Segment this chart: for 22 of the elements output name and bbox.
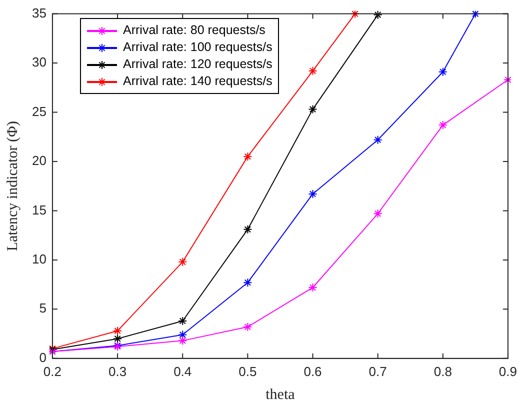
x-tick-label: 0.3 [108,364,127,379]
y-tick-label: 25 [32,104,46,119]
y-axis-title: Latency indicator (Φ) [4,121,21,252]
x-tick-label: 0.7 [368,364,387,379]
legend-label: Arrival rate: 80 requests/s [123,22,266,39]
x-tick-label: 0.4 [174,364,192,379]
legend-label: Arrival rate: 120 requests/s [123,56,272,73]
x-axis-title: theta [266,386,296,403]
legend-label: Arrival rate: 100 requests/s [123,39,272,56]
y-tick-label: 0 [39,350,46,365]
x-tick-label: 0.2 [43,364,62,379]
x-tick-label: 0.8 [434,364,452,379]
y-tick-label: 35 [32,5,46,20]
y-tick-label: 30 [32,54,46,70]
x-tick-label: 0.9 [498,364,518,379]
y-tick-label: 10 [32,252,46,267]
y-tick-label: 20 [32,153,46,168]
legend-label: Arrival rate: 140 requests/s [123,73,272,90]
y-tick-label: 15 [32,202,46,218]
x-tick-label: 0.6 [304,364,322,379]
y-tick-label: 5 [39,300,46,316]
x-tick-label: 0.5 [238,364,257,379]
